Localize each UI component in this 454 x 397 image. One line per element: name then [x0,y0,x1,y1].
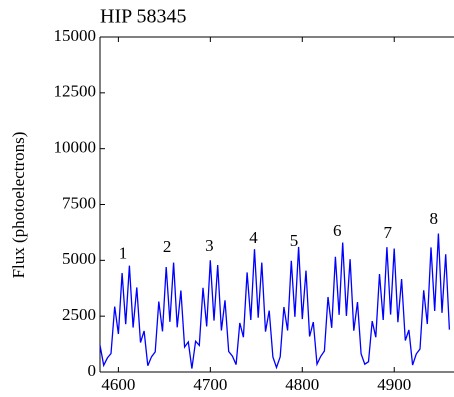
y-tick-label: 10000 [54,138,97,157]
x-tick-label: 4900 [377,375,411,394]
y-tick-label: 2500 [62,305,96,324]
x-tick-label: 4700 [193,375,227,394]
flux-line [99,233,451,370]
x-tick-label: 4600 [101,375,135,394]
y-tick-label: 15000 [54,26,97,45]
cycle-label: 7 [384,223,393,242]
cycle-label: 6 [333,221,342,240]
y-tick-label: 7500 [62,193,96,212]
cycle-label: 1 [119,244,128,263]
cycle-label: 8 [430,209,439,228]
y-tick-label: 12500 [54,82,97,101]
y-tick-label: 0 [88,361,97,380]
y-axis-label: Flux (photoelectrons) [9,132,28,279]
x-tick-label: 4800 [285,375,319,394]
y-tick-label: 5000 [62,249,96,268]
cycle-label: 3 [205,236,214,255]
cycle-label: 4 [249,228,258,247]
cycle-label: 2 [163,237,172,256]
chart-title: HIP 58345 [100,6,186,28]
cycle-label: 5 [290,231,299,250]
